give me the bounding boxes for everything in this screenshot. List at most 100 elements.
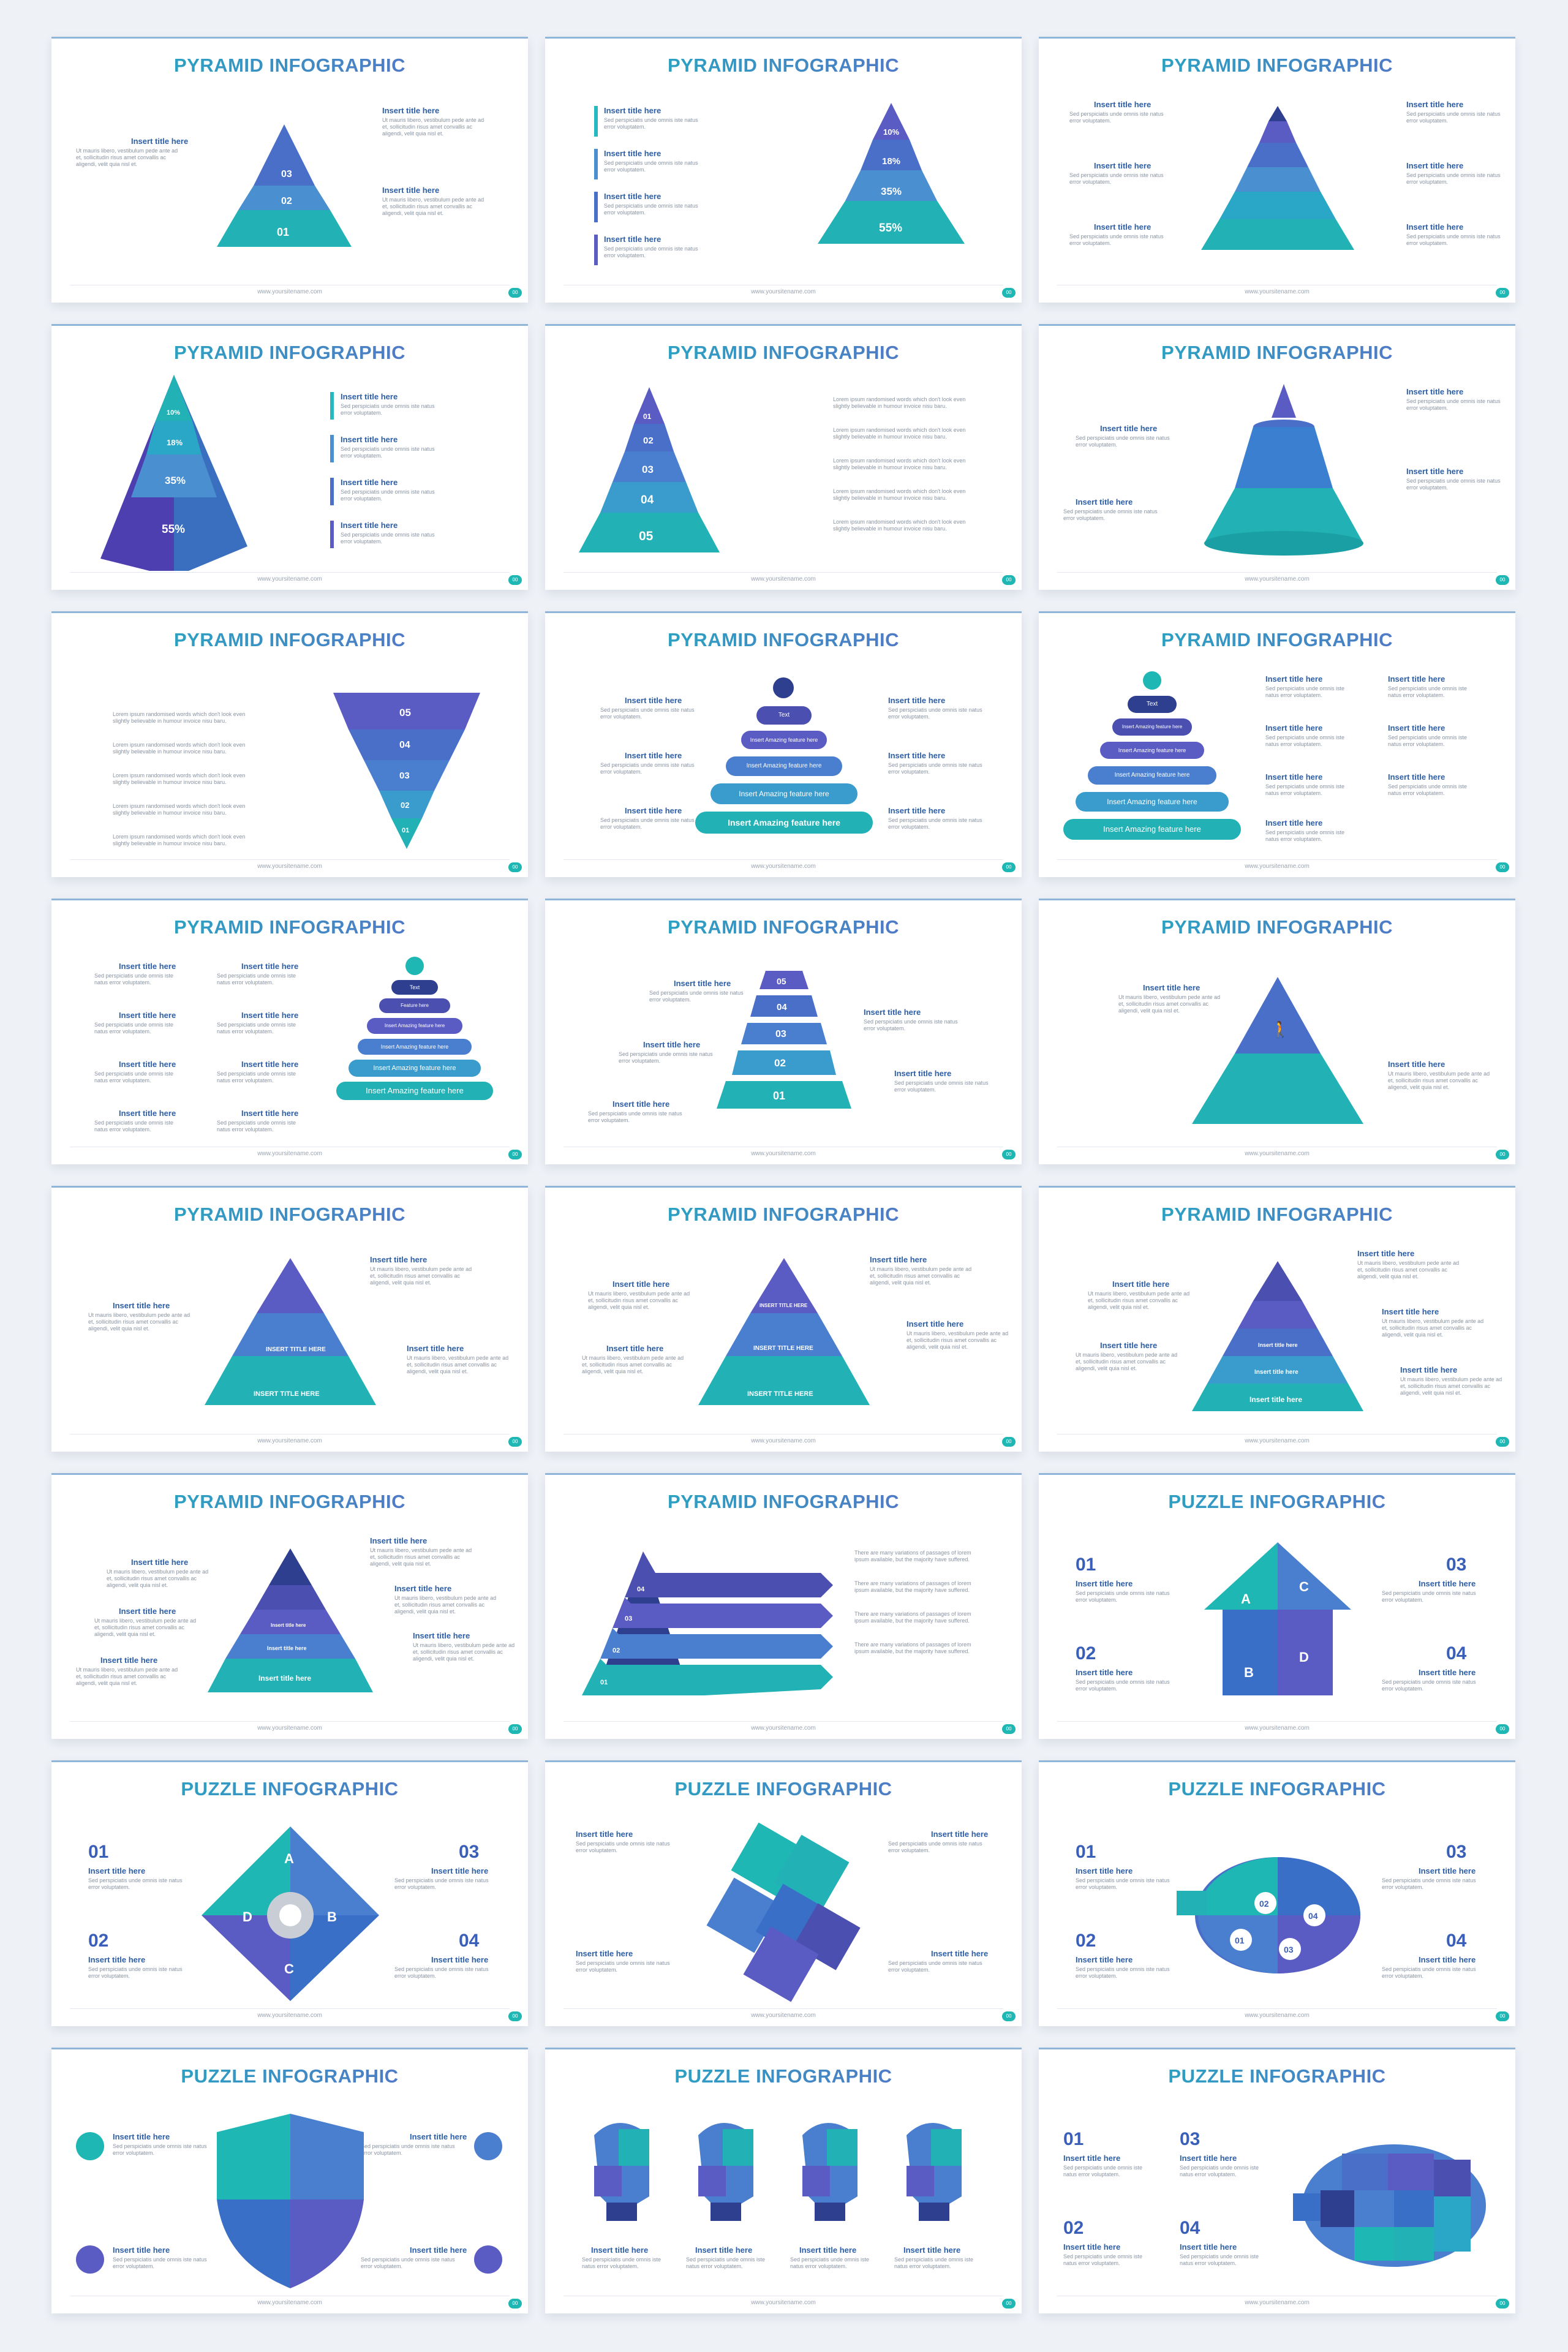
item-body: Sed perspiciatis unde omnis iste natus e… [1382, 1966, 1476, 1979]
page-badge: 00 [1002, 2299, 1016, 2309]
item-body: Sed perspiciatis unde omnis iste natus e… [576, 1960, 670, 1973]
item-title: Insert title here [612, 1099, 670, 1109]
svg-text:04: 04 [399, 740, 410, 750]
slide-19[interactable]: PUZZLE INFOGRAPHIC 01 Insert title here … [51, 1760, 528, 2026]
item-number: 03 [1180, 2129, 1200, 2149]
svg-text:01: 01 [277, 226, 289, 238]
level-pill: Insert Amazing feature here [358, 1039, 472, 1055]
slide-11[interactable]: PYRAMID INFOGRAPHIC 05 04 03 02 01 Inser… [545, 899, 1022, 1164]
slide-12[interactable]: PYRAMID INFOGRAPHIC 🚶 Insert title here … [1039, 899, 1515, 1164]
slide-title: PUZZLE INFOGRAPHIC [51, 2065, 528, 2087]
item-title: Insert title here [431, 1955, 489, 1964]
slide-6[interactable]: PYRAMID INFOGRAPHIC Insert title here Se… [1039, 324, 1515, 590]
svg-text:02: 02 [1259, 1899, 1269, 1909]
pyramid-3-level: 03 02 01 [217, 124, 352, 247]
page-badge: 00 [1002, 1724, 1016, 1734]
item-body: Sed perspiciatis unde omnis iste natus e… [94, 1120, 174, 1133]
footer-url: www.yoursitename.com [257, 1438, 322, 1444]
slide-21[interactable]: PUZZLE INFOGRAPHIC 01 Insert title here … [1039, 1760, 1515, 2026]
item-body: Lorem ipsum randomised words which don't… [113, 772, 246, 785]
item-body: Ut mauris libero, vestibulum pede ante a… [407, 1355, 509, 1374]
item-body: Sed perspiciatis unde omnis iste natus e… [1265, 685, 1345, 698]
slide-17[interactable]: PYRAMID INFOGRAPHIC 04 03 02 01 There ar… [545, 1473, 1022, 1739]
item-body: Sed perspiciatis unde omnis iste natus e… [894, 1080, 989, 1093]
slide-4[interactable]: PYRAMID INFOGRAPHIC 10% 18% 35% 55% Inse… [51, 324, 528, 590]
slide-20[interactable]: PUZZLE INFOGRAPHIC Insert title here Sed… [545, 1760, 1022, 2026]
footer-url: www.yoursitename.com [257, 576, 322, 582]
item-title: Insert title here [113, 1301, 170, 1310]
footer-url: www.yoursitename.com [1245, 1438, 1310, 1444]
slide-10[interactable]: PYRAMID INFOGRAPHIC Insert title here Se… [51, 899, 528, 1164]
slide-title: PYRAMID INFOGRAPHIC [545, 55, 1022, 77]
item-title: Insert title here [604, 106, 662, 115]
item-body: Ut mauris libero, vestibulum pede ante a… [588, 1291, 690, 1310]
slide-2[interactable]: PYRAMID INFOGRAPHIC Insert title here Se… [545, 37, 1022, 303]
svg-text:INSERT TITLE HERE: INSERT TITLE HERE [753, 1345, 813, 1352]
item-title: Insert title here [119, 1109, 176, 1118]
slide-7[interactable]: PYRAMID INFOGRAPHIC Lorem ipsum randomis… [51, 611, 528, 877]
item-body: Sed perspiciatis unde omnis iste natus e… [888, 817, 982, 830]
slide-15[interactable]: PYRAMID INFOGRAPHIC Insert title here In… [1039, 1186, 1515, 1452]
item-number: 03 [1446, 1842, 1467, 1862]
pyramid-5-level-b: Insert title here Insert title here Inse… [208, 1548, 373, 1692]
slide-13[interactable]: PYRAMID INFOGRAPHIC INSERT TITLE HERE IN… [51, 1186, 528, 1452]
svg-text:05: 05 [777, 976, 786, 986]
item-number: 02 [1076, 1643, 1096, 1664]
item-title: Insert title here [894, 1069, 952, 1078]
svg-text:02: 02 [281, 196, 292, 206]
puzzle-cluster [706, 1822, 861, 2002]
item-title: Insert title here [410, 2132, 467, 2141]
slide-24[interactable]: PUZZLE INFOGRAPHIC 01 Insert title here … [1039, 2048, 1515, 2313]
slide-14[interactable]: PYRAMID INFOGRAPHIC INSERT TITLE HERE IN… [545, 1186, 1022, 1452]
item-title: Insert title here [625, 696, 682, 705]
slide-16[interactable]: PYRAMID INFOGRAPHIC Insert title here In… [51, 1473, 528, 1739]
item-body: Sed perspiciatis unde omnis iste natus e… [217, 1022, 296, 1035]
item-body: Sed perspiciatis unde omnis iste natus e… [217, 1071, 296, 1084]
page-badge: 00 [1496, 575, 1509, 585]
level-pill: Insert Amazing feature here [1088, 766, 1216, 785]
slide-1[interactable]: PYRAMID INFOGRAPHIC 03 02 01 Insert titl… [51, 37, 528, 303]
slide-22[interactable]: PUZZLE INFOGRAPHIC Insert title here Sed… [51, 2048, 528, 2313]
item-title: Insert title here [1100, 424, 1158, 433]
svg-text:01: 01 [402, 827, 409, 834]
page-badge: 00 [1002, 1150, 1016, 1159]
item-title: Insert title here [625, 751, 682, 760]
slide-18[interactable]: PUZZLE INFOGRAPHIC 01 Insert title here … [1039, 1473, 1515, 1739]
level-pill: Insert Amazing feature here [726, 756, 842, 776]
svg-text:Insert title here: Insert title here [1250, 1395, 1302, 1404]
item-body: Ut mauris libero, vestibulum pede ante a… [1088, 1291, 1190, 1310]
item-body: There are many variations of passages of… [854, 1550, 971, 1562]
slide-9[interactable]: PYRAMID INFOGRAPHIC Text Insert Amazing … [1039, 611, 1515, 877]
item-title: Insert title here [1094, 222, 1152, 232]
svg-text:01: 01 [600, 1679, 608, 1686]
item-title: Insert title here [1180, 2242, 1237, 2252]
slide-8[interactable]: PYRAMID INFOGRAPHIC Insert title here Se… [545, 611, 1022, 877]
item-body: Ut mauris libero, vestibulum pede ante a… [76, 148, 178, 167]
item-title: Insert title here [119, 1011, 176, 1020]
puzzle-diamond: A B C D [202, 1826, 379, 2001]
item-body: Sed perspiciatis unde omnis iste natus e… [604, 160, 698, 173]
item-body: Sed perspiciatis unde omnis iste natus e… [94, 1071, 174, 1084]
item-body: Lorem ipsum randomised words which don't… [833, 458, 966, 470]
item-body: Lorem ipsum randomised words which don't… [833, 427, 966, 440]
item-title: Insert title here [241, 1109, 299, 1118]
slide-5[interactable]: PYRAMID INFOGRAPHIC 01 02 03 04 05 Lorem… [545, 324, 1022, 590]
level-pill: Insert Amazing feature here [1076, 792, 1229, 812]
item-title: Insert title here [1400, 1365, 1458, 1374]
svg-text:B: B [1244, 1665, 1254, 1680]
item-number: 01 [88, 1842, 109, 1862]
pyramid-slices: 05 04 03 02 01 [717, 971, 851, 1109]
level-pill: Text [756, 706, 812, 725]
item-body: Sed perspiciatis unde omnis iste natus e… [1382, 1679, 1476, 1692]
slide-title: PUZZLE INFOGRAPHIC [1039, 1491, 1515, 1513]
item-title: Insert title here [1388, 674, 1446, 684]
item-title: Insert title here [119, 1060, 176, 1069]
pyramid-percent: 10% 18% 35% 55% [818, 103, 965, 244]
slide-3[interactable]: PYRAMID INFOGRAPHIC Insert title here Se… [1039, 37, 1515, 303]
item-title: Insert title here [1406, 222, 1464, 232]
slide-23[interactable]: PUZZLE INFOGRAPHIC [545, 2048, 1022, 2313]
item-title: Insert title here [1100, 1341, 1158, 1350]
svg-text:35%: 35% [881, 186, 902, 197]
item-title: Insert title here [1143, 983, 1200, 992]
footer-url: www.yoursitename.com [1245, 2299, 1310, 2306]
